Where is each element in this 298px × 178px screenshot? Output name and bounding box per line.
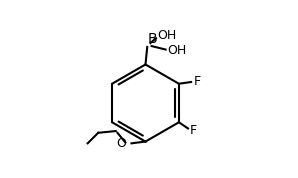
Text: F: F: [190, 124, 197, 137]
Text: OH: OH: [157, 29, 176, 42]
Text: O: O: [116, 137, 126, 150]
Text: OH: OH: [167, 44, 187, 57]
Text: F: F: [194, 75, 201, 88]
Text: B: B: [148, 32, 158, 46]
